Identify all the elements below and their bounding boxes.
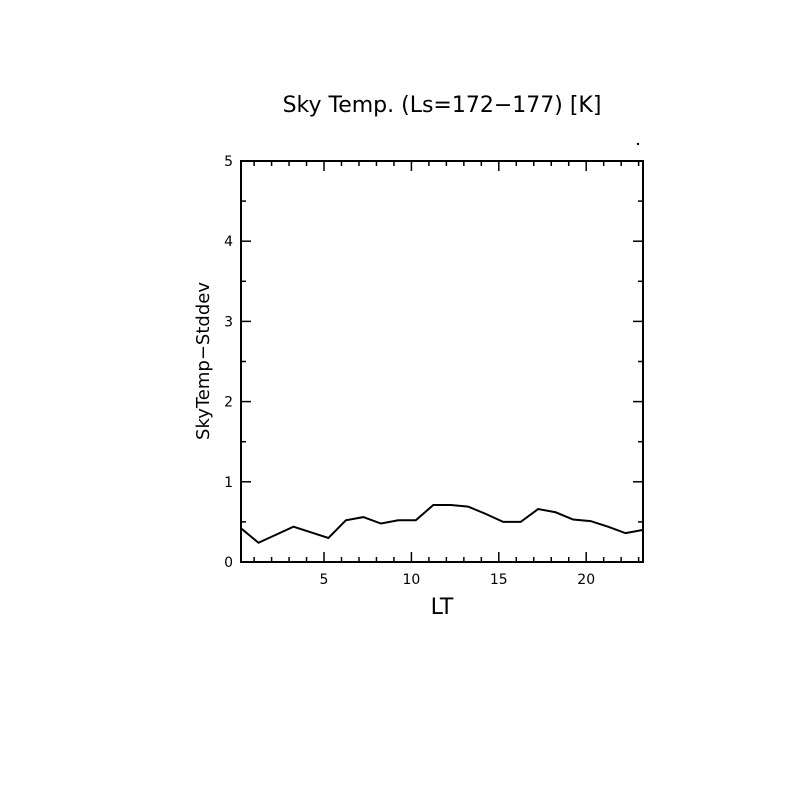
x-tick-label: 20 [577, 572, 595, 588]
x-tick-label: 10 [402, 572, 420, 588]
y-tick-label: 4 [224, 234, 233, 250]
chart-title: Sky Temp. (Ls=172−177) [K] [283, 93, 602, 118]
y-tick-label: 1 [224, 475, 233, 491]
y-tick-label: 2 [224, 395, 233, 411]
x-tick-label: 5 [320, 572, 329, 588]
x-axis-label: LT [431, 595, 454, 620]
y-tick-label: 3 [224, 314, 233, 330]
y-axis-label: SkyTemp−Stddev [193, 282, 214, 440]
y-tick-label: 5 [224, 154, 233, 170]
y-tick-label: 0 [224, 555, 233, 571]
series-line [240, 504, 644, 544]
corner-dot [636, 142, 640, 146]
x-tick-label: 15 [490, 572, 508, 588]
plot-frame [240, 160, 644, 563]
